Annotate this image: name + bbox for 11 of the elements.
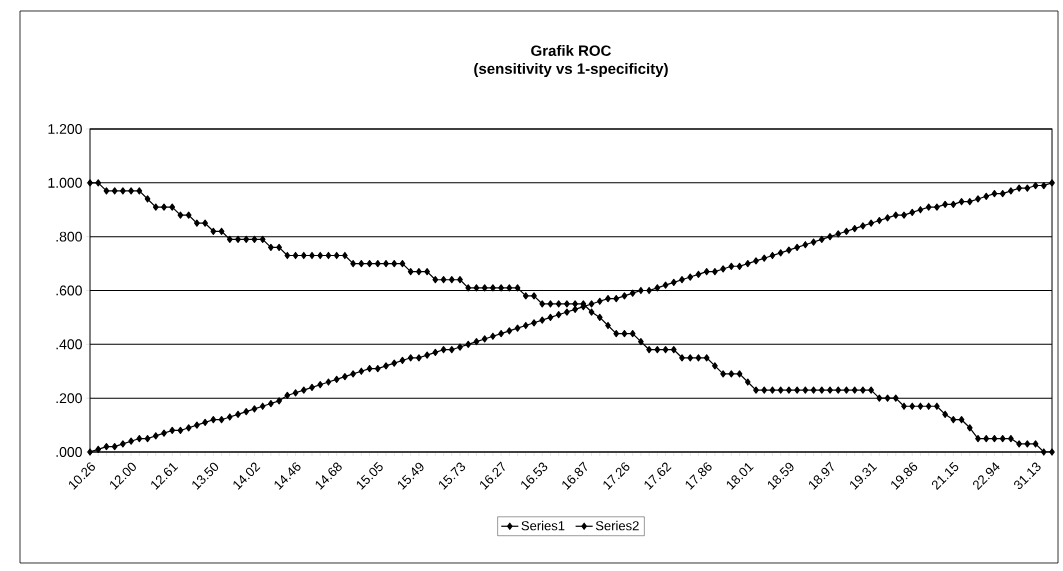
y-tick-label: .000	[56, 447, 82, 457]
y-tick-label: .800	[56, 231, 82, 242]
y-tick-label: .200	[56, 393, 82, 404]
y-tick-label: .400	[56, 339, 82, 350]
chart-subtitle: (sensitivity vs 1-specificity)	[474, 63, 668, 77]
y-tick-label: .600	[56, 285, 82, 296]
legend-label: Series2	[595, 520, 639, 531]
y-tick-label: 1.000	[48, 177, 82, 188]
chart-title: Grafik ROC	[531, 45, 611, 57]
legend-label: Series1	[521, 520, 565, 531]
y-tick-label: 1.200	[48, 124, 82, 134]
